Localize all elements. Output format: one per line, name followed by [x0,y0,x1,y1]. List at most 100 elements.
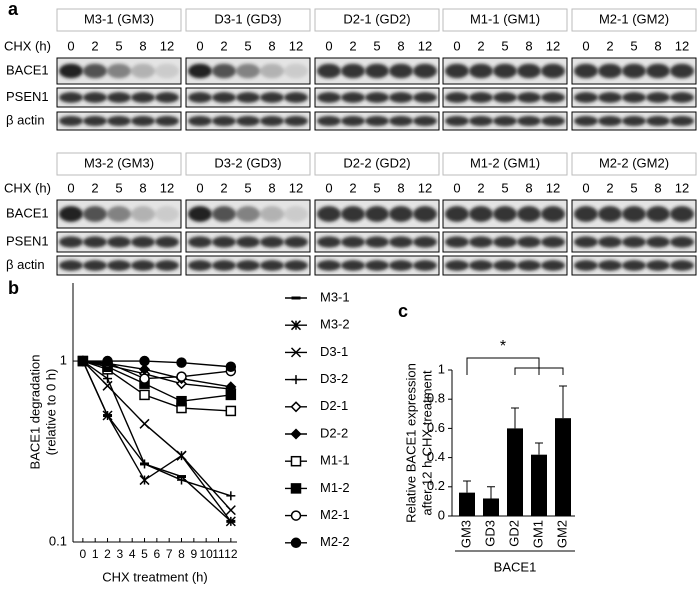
timepoint: 0 [196,180,203,195]
band [260,92,284,103]
band [317,260,341,271]
band [493,63,517,79]
title-box [571,8,697,32]
timepoint: 5 [115,180,122,195]
band [236,63,260,79]
band [260,206,284,222]
band [389,63,413,79]
band [284,115,308,127]
band [317,236,341,248]
annotation: * [500,338,506,355]
band [236,206,260,222]
timepoint: 5 [244,180,251,195]
band [317,92,341,103]
y-tick-label: 0.2 [427,478,445,493]
band [59,63,83,79]
band [212,206,236,222]
marker [290,320,302,331]
band [236,260,260,271]
band [155,115,179,127]
band [517,206,541,222]
band [493,206,517,222]
band [445,92,469,103]
band [83,206,107,222]
timepoint: 2 [220,180,227,195]
band [389,206,413,222]
row-label: β actin [6,257,45,272]
x-tick-label: 0 [80,547,87,561]
x-tick-label: GD2 [506,520,521,547]
y-tick-label: 0 [438,507,445,522]
marker [176,371,187,382]
marker-shape [290,428,302,440]
row-label: PSEN1 [6,233,49,248]
band [188,236,212,248]
band [284,92,308,103]
marker-shape [225,505,236,516]
marker-shape [176,357,187,368]
bar [507,428,523,516]
band [365,63,389,79]
band [389,236,413,248]
marker [290,401,302,413]
band [212,260,236,271]
row-label: β actin [6,112,45,127]
timepoint: 8 [525,38,532,53]
band [413,63,437,79]
marker-shape [290,537,302,549]
legend-label: D2-1 [320,398,348,413]
timepoint: 12 [289,180,303,195]
marker [103,374,113,384]
marker-shape [77,355,89,367]
band [517,260,541,271]
band [622,206,646,222]
timepoint: 12 [289,38,303,53]
marker [139,475,150,486]
legend-label: D3-1 [320,344,348,359]
band [646,115,670,127]
y-tick-label: 1 [438,361,445,376]
timepoint: 12 [675,180,689,195]
marker [102,380,113,391]
x-tick-label: GM2 [554,520,569,548]
timepoint: 12 [546,180,560,195]
marker-shape [290,401,302,413]
band [260,236,284,248]
band [541,206,565,222]
x-tick-label: 4 [129,547,136,561]
band [469,115,493,127]
timepoint: 0 [196,38,203,53]
band [341,236,365,248]
band [365,236,389,248]
timepoint: 12 [160,38,174,53]
title-box [185,152,311,176]
band [260,260,284,271]
band [188,92,212,103]
y-axis-label: (relative to 0 h) [43,369,58,456]
marker-shape [102,355,113,367]
band [670,63,694,79]
band [598,63,622,79]
band [574,63,598,79]
time-header: CHX (h) [4,38,51,53]
blot-title: M1-2 (GM1) [470,155,540,170]
marker [176,357,187,368]
band [212,92,236,103]
band [574,260,598,271]
band [517,63,541,79]
band [131,260,155,271]
timepoint: 2 [91,38,98,53]
band [670,92,694,103]
band [188,260,212,271]
band [541,260,565,271]
marker-shape [290,510,302,521]
marker-shape [139,389,150,401]
blot-title: M2-1 (GM2) [599,11,669,26]
legend-label: D2-2 [320,425,348,440]
title-box [314,8,440,32]
x-tick-label: 9 [190,547,197,561]
timepoint: 5 [630,38,637,53]
band [83,92,107,103]
timepoint: 2 [606,180,613,195]
timepoint: 12 [546,38,560,53]
